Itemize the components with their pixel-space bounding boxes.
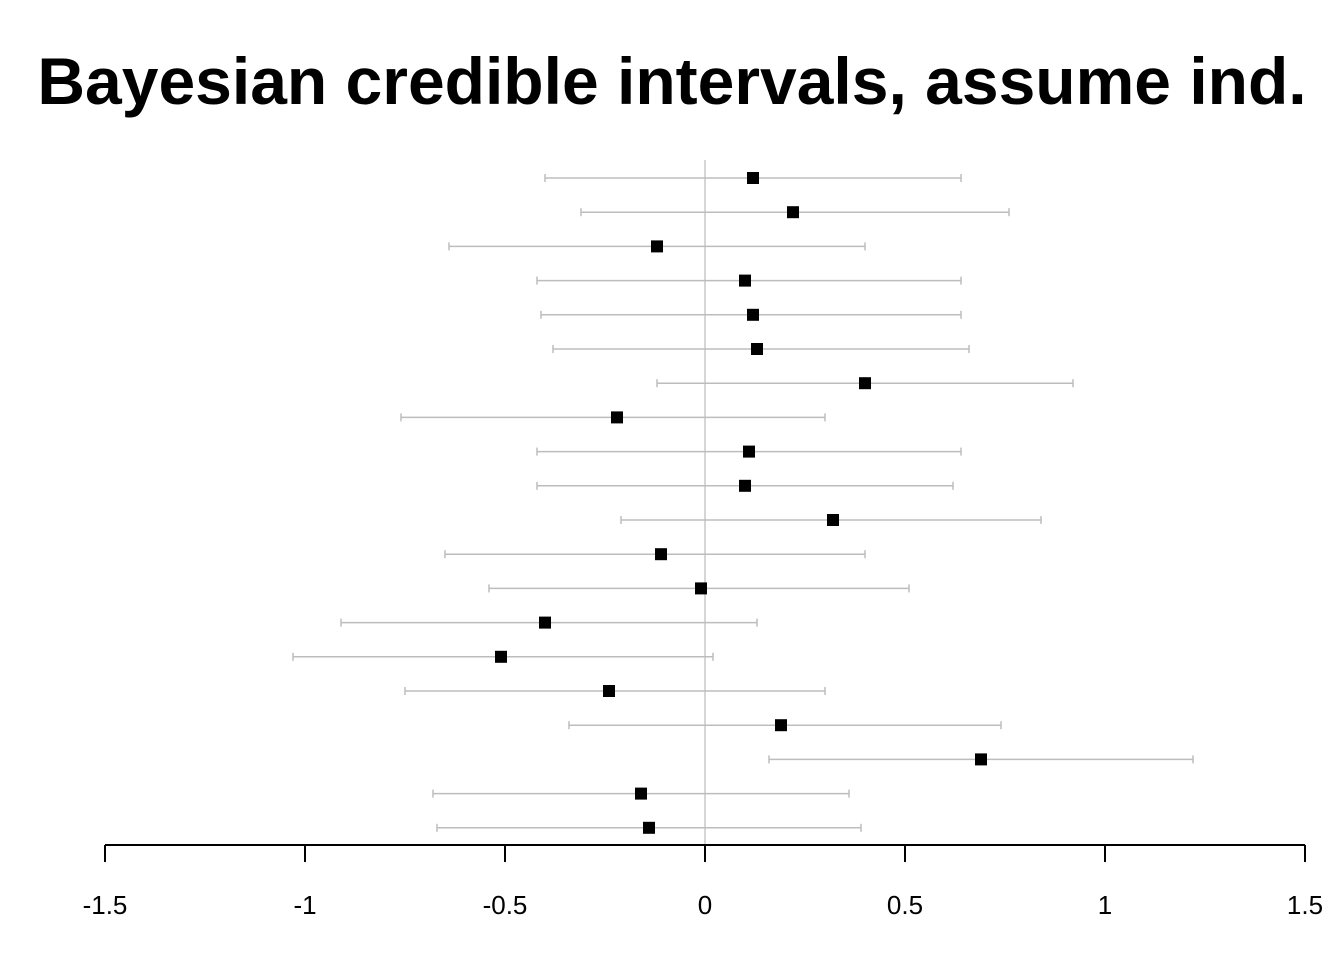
x-tick-label: 0 [698,890,712,920]
chart-title: Bayesian credible intervals, assume ind. [37,44,1306,118]
estimate-point [827,514,839,526]
x-tick-label: 0.5 [887,890,923,920]
estimate-point [651,240,663,253]
estimate-point [611,411,623,424]
estimate-point [975,753,987,766]
estimate-point [635,787,647,800]
interval-layer [292,174,1194,832]
estimate-point [787,206,799,219]
x-tick-label: -1 [293,890,316,920]
estimate-point [643,821,655,834]
x-tick-label: -0.5 [483,890,528,920]
estimate-point [495,650,507,663]
estimate-point [743,445,755,458]
point-layer [495,172,987,834]
estimate-point [747,308,759,321]
estimate-point [539,616,551,629]
estimate-point [739,479,751,492]
estimate-point [775,719,787,732]
x-tick-label: 1.5 [1287,890,1323,920]
x-axis: -1.5 -1 -0.5 0 0.5 1 1.5 [83,844,1323,920]
estimate-point [859,377,871,390]
estimate-point [747,172,759,184]
estimate-point [603,685,615,697]
estimate-point [655,548,667,561]
estimate-point [751,343,763,355]
x-tick-label: 1 [1098,890,1112,920]
x-tick-label: -1.5 [83,890,128,920]
estimate-point [695,582,707,595]
estimate-point [739,274,751,287]
